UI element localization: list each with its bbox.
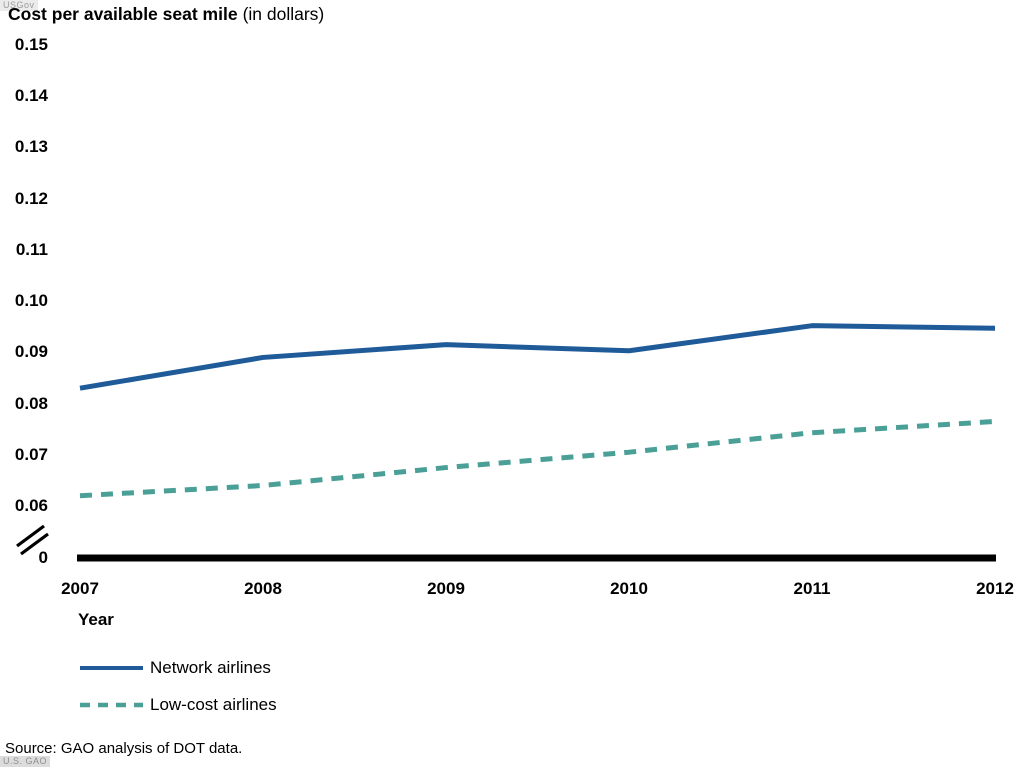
x-axis-tick-label: 2009 — [427, 579, 465, 598]
legend-label-low-cost-airlines: Low-cost airlines — [150, 695, 277, 714]
axis-break-slash — [16, 524, 45, 548]
source-note: Source: GAO analysis of DOT data. — [5, 740, 243, 757]
y-axis-tick-label: 0.14 — [14, 86, 48, 106]
y-axis-tick-label: 0.15 — [14, 35, 48, 54]
y-axis-tick-label: 0.09 — [14, 342, 48, 362]
y-axis-zero-label: 0 — [38, 548, 48, 567]
y-axis-tick-label: 0.08 — [14, 393, 48, 413]
y-axis-tick-label: 0.07 — [14, 444, 48, 464]
x-axis-tick-label: 2010 — [610, 579, 648, 598]
y-axis-tick-label: 0.10 — [14, 291, 48, 311]
series-line-low-cost-airlines — [79, 418, 996, 499]
x-axis-tick-label: 2012 — [976, 579, 1014, 598]
x-axis-title: Year — [78, 610, 114, 629]
x-axis-tick-label: 2011 — [793, 579, 831, 598]
y-axis-tick-label: 0.12 — [14, 188, 48, 208]
x-axis-tick-label: 2008 — [244, 579, 282, 598]
y-axis-tick-label: 0.06 — [14, 495, 48, 515]
watermark-us-gao: U.S. GAO — [0, 756, 51, 767]
x-axis-tick-label: 2007 — [61, 579, 99, 598]
chart-title-main: Cost per available seat mile — [8, 4, 238, 24]
chart-title-unit: (in dollars) — [242, 4, 325, 24]
y-axis-tick-label: 0.13 — [14, 137, 48, 157]
chart-title: Cost per available seat mile (in dollars) — [8, 4, 324, 25]
y-axis-tick-label: 0.11 — [15, 239, 48, 259]
watermark-usgov: USGov — [0, 0, 38, 11]
legend-label-network-airlines: Network airlines — [150, 658, 271, 677]
series-line-network-airlines — [79, 323, 996, 391]
